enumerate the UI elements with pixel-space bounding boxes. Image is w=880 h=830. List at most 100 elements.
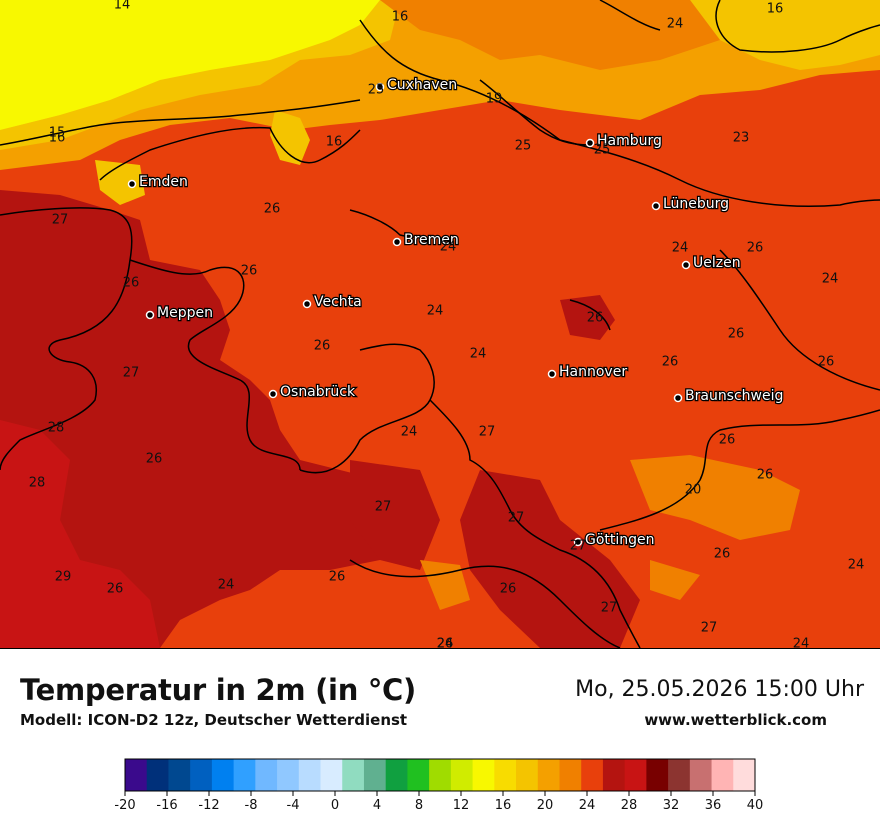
legend-tick-label: 20 [537,798,554,813]
city-label: Vechta [314,294,362,310]
temperature-value-label: 26 [719,433,736,448]
temperature-zone-west-hot [0,190,410,648]
legend-color-step [494,759,517,791]
temperature-map[interactable]: Cuxhaven Hamburg Emden Lüneburg Bremen Uelzen… [0,0,880,649]
city-label: Braunschweig [685,388,783,404]
city-bremen[interactable]: Bremen [392,231,460,249]
city-meppen[interactable]: Meppen [145,304,214,322]
temperature-value-label: 16 [49,131,66,146]
temperature-value-label: 24 [470,347,487,362]
legend-tick-label: -4 [287,798,300,813]
legend-tick-label: 36 [705,798,722,813]
temperature-value-label: 24 [672,241,689,256]
city-label: Hannover [559,364,627,380]
temperature-value-label: 26 [747,241,764,256]
city-label: Emden [139,174,188,190]
temperature-value-label: 24 [218,578,235,593]
city-emden[interactable]: Emden [127,173,189,191]
temperature-value-label: 19 [486,92,503,107]
legend-tick-label: 32 [663,798,680,813]
temperature-value-label: 27 [375,500,392,515]
city-dot [585,138,595,148]
temperature-value-label: 25 [515,139,532,154]
temperature-value-label: 14 [114,0,131,13]
temperature-value-label: 26 [662,355,679,370]
legend-tick-label: 16 [495,798,512,813]
city-osnabrück[interactable]: Osnabrück [268,383,357,401]
legend-color-step [298,759,322,791]
city-uelzen[interactable]: Uelzen [681,254,742,272]
city-lüneburg[interactable]: Lüneburg [651,195,730,213]
legend-color-step [320,759,343,791]
legend-color-step [385,759,408,791]
temperature-value-label: 26 [587,311,604,326]
legend-color-step [407,759,430,791]
legend-color-step [255,759,278,791]
temperature-value-label: 24 [401,425,418,440]
city-vechta[interactable]: Vechta [302,293,363,311]
temperature-value-label: 26 [107,582,124,597]
legend-color-step [711,759,734,791]
temperature-value-label: 24 [440,240,457,255]
city-dot [547,369,557,379]
legend-color-step [125,759,148,791]
city-dot [375,82,385,92]
temperature-zone-west-hotter [0,420,160,648]
color-legend: -20 -16 -12 -8 -4 0 4 8 12 16 20 24 28 32 36 40 [114,758,763,813]
city-label: Meppen [157,305,213,321]
city-dot [681,260,691,270]
city-label: Osnabrück [280,384,356,400]
temperature-value-label: 24 [793,637,810,649]
legend-color-step [602,759,626,791]
model-info: Modell: ICON-D2 12z, Deutscher Wetterdie… [20,711,408,729]
legend-color-step [559,759,582,791]
forecast-datetime: Mo, 25.05.2026 15:00 Uhr [575,677,864,702]
city-dot [302,299,312,309]
legend-border [124,758,756,792]
city-braunschweig[interactable]: Braunschweig [673,387,785,405]
city-markers: Cuxhaven Hamburg Emden Lüneburg Bremen Uelzen… [127,76,785,549]
legend-tick-label: 28 [621,798,638,813]
legend-color-step [168,759,191,791]
legend-color-step [342,759,365,791]
city-cuxhaven[interactable]: Cuxhaven [375,76,458,94]
city-hannover[interactable]: Hannover [547,363,629,381]
legend-tick-label: 0 [331,798,339,813]
legend-tick-label: 12 [453,798,470,813]
city-dot [268,389,278,399]
legend-tick-label: -20 [114,798,135,813]
website-link[interactable]: www.wetterblick.com [644,711,827,729]
city-göttingen[interactable]: Göttingen [573,531,656,549]
country-borders [0,0,880,648]
temperature-value-label: 27 [601,601,618,616]
legend-tick-label: 4 [373,798,381,813]
city-hamburg[interactable]: Hamburg [585,132,663,150]
city-dot [127,179,137,189]
city-dot [573,537,583,547]
city-dot [145,310,155,320]
city-label: Göttingen [585,532,655,548]
legend-color-step [190,759,213,791]
legend-color-step [450,759,474,791]
legend-color-step [646,759,669,791]
temperature-value-label: 24 [667,17,684,32]
temperature-value-label: 16 [326,135,343,150]
legend-color-step [146,759,169,791]
legend-color-step [537,759,560,791]
legend-color-step [581,759,604,791]
legend-color-step [211,759,235,791]
legend-color-step [277,759,300,791]
legend-color-step [668,759,691,791]
legend-color-step [472,759,495,791]
temperature-value-label: 26 [123,276,140,291]
temperature-value-label: 25 [594,143,611,158]
temperature-value-label: 24 [848,558,865,573]
temperature-value-label: 27 [570,539,587,554]
legend-color-step [363,759,387,791]
temperature-value-label: 28 [29,476,46,491]
temperature-value-label: 16 [767,2,784,17]
legend-tick-label: -16 [156,798,177,813]
temperature-value-label: 26 [757,468,774,483]
temperature-value-label: 26 [500,582,517,597]
